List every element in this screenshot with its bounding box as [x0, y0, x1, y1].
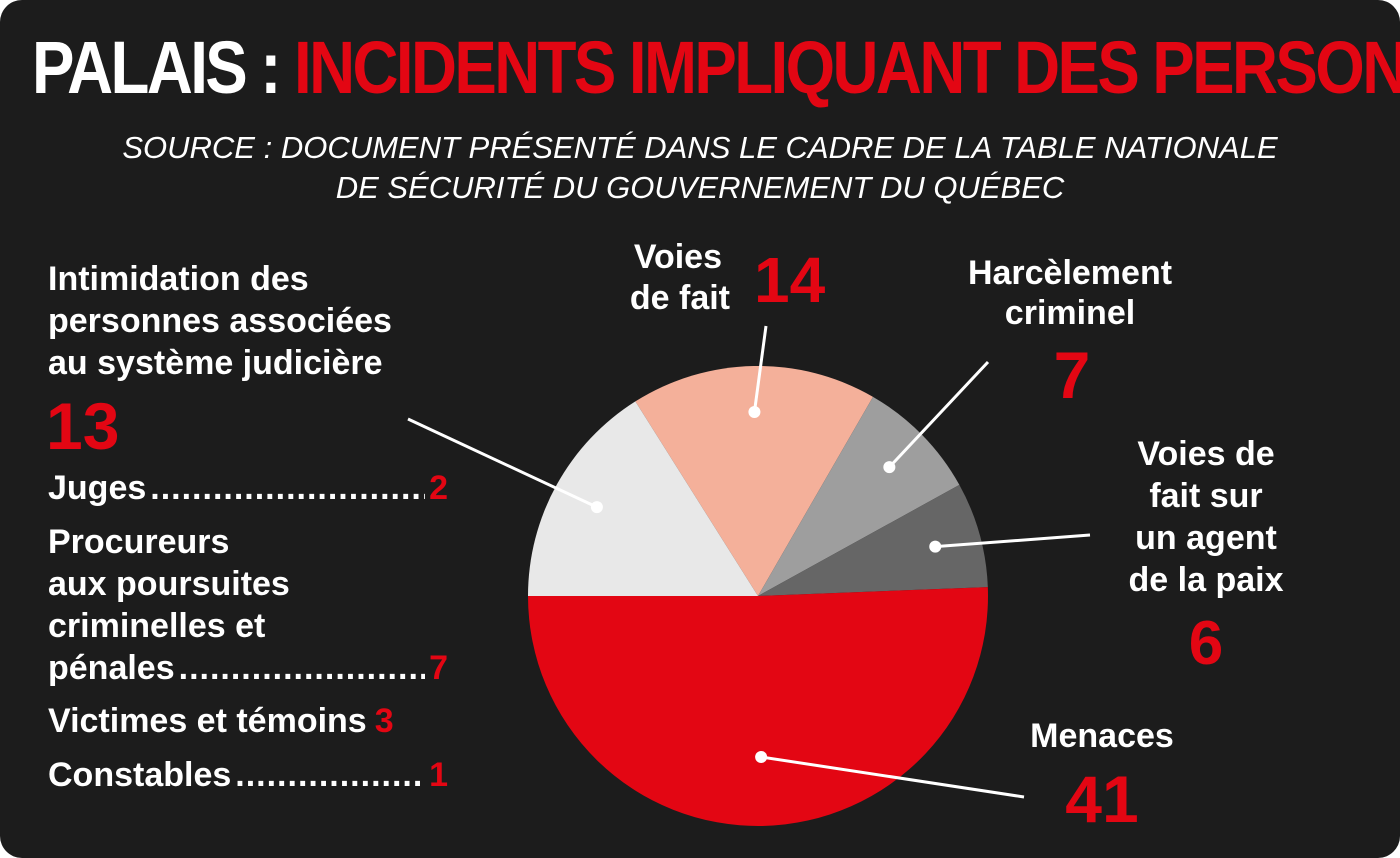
slice-value: 7	[1054, 338, 1091, 412]
slice-label-line: de la paix	[1129, 561, 1284, 599]
slice-value: 14	[754, 244, 826, 316]
breakdown-label-line: criminelles et	[48, 607, 266, 645]
intimidation-label-line: au système judicière	[48, 344, 383, 382]
breakdown-label: Constables	[48, 756, 232, 794]
breakdown-value: 2	[429, 469, 448, 507]
slice-label-line: Voies de	[1137, 435, 1274, 473]
slice-value: 6	[1189, 609, 1223, 678]
slice-value: 41	[1065, 762, 1138, 836]
leader-line-voies-de-fait	[752, 325, 768, 413]
breakdown-label-line: aux poursuites	[48, 565, 290, 603]
leader-dots: ........................................…	[150, 469, 425, 507]
breakdown-row-constables: Constables .............................…	[48, 754, 448, 796]
leader-line-menaces	[760, 755, 1025, 799]
leader-line-harcelement	[888, 360, 990, 469]
slice-label-line: Voies	[634, 238, 722, 276]
breakdown-row-juges: Juges ..................................…	[48, 467, 448, 509]
breakdown-row-procureurs: Procureurs aux poursuites criminelles et…	[48, 521, 448, 689]
title-main: INCIDENTS IMPLIQUANT DES PERSONNES	[293, 26, 1400, 109]
slice-label-line: criminel	[1005, 294, 1135, 332]
breakdown-value: 1	[429, 756, 448, 794]
slice-label-line: fait sur	[1149, 477, 1262, 515]
leader-line-voies-agent	[935, 533, 1091, 549]
leader-dot-harcelement	[883, 461, 896, 474]
leader-dots: ........................................…	[235, 756, 425, 794]
leader-dot-menaces	[755, 750, 768, 763]
title-prefix: PALAIS :	[32, 26, 281, 109]
leader-dots: ........................................…	[178, 649, 426, 687]
breakdown-value: 7	[429, 649, 448, 687]
pie-slice-intimidation	[528, 401, 758, 596]
page-title: PALAIS : INCIDENTS IMPLIQUANT DES PERSON…	[32, 22, 1400, 114]
breakdown-label: Victimes et témoins	[48, 702, 367, 740]
pie-slice-voies-de-fait	[635, 366, 873, 596]
pie-slice-voies-agent	[758, 484, 988, 596]
leader-dot-voies-agent	[929, 540, 942, 553]
slice-label-line: un agent	[1135, 519, 1277, 557]
breakdown-value: 3	[374, 702, 394, 740]
intimidation-value: 13	[46, 389, 120, 463]
breakdown-label-line: Procureurs	[48, 523, 230, 561]
breakdown-label-line: pénales	[48, 649, 175, 687]
intimidation-label-line: Intimidation des	[48, 260, 309, 298]
source-note: SOURCE : DOCUMENT PRÉSENTÉ DANS LE CADRE…	[0, 128, 1400, 208]
source-line-1: SOURCE : DOCUMENT PRÉSENTÉ DANS LE CADRE…	[122, 130, 1278, 165]
leader-dot-intimidation	[590, 501, 603, 514]
slice-label-line: Harcèlement	[968, 254, 1172, 292]
intimidation-label: Intimidation des personnes associées au …	[48, 258, 468, 384]
leader-dot-voies-de-fait	[748, 406, 761, 419]
breakdown-label: Juges	[48, 469, 147, 507]
slice-label-line: de fait	[630, 279, 730, 317]
slice-label-line: Menaces	[1030, 717, 1174, 755]
intimidation-label-line: personnes associées	[48, 302, 392, 340]
leader-line-intimidation	[407, 417, 598, 509]
source-line-2: DE SÉCURITÉ DU GOUVERNEMENT DU QUÉBEC	[335, 170, 1065, 205]
breakdown-row-victimes: Victimes et témoins 3	[48, 700, 448, 742]
pie-slice-menaces	[528, 587, 988, 827]
